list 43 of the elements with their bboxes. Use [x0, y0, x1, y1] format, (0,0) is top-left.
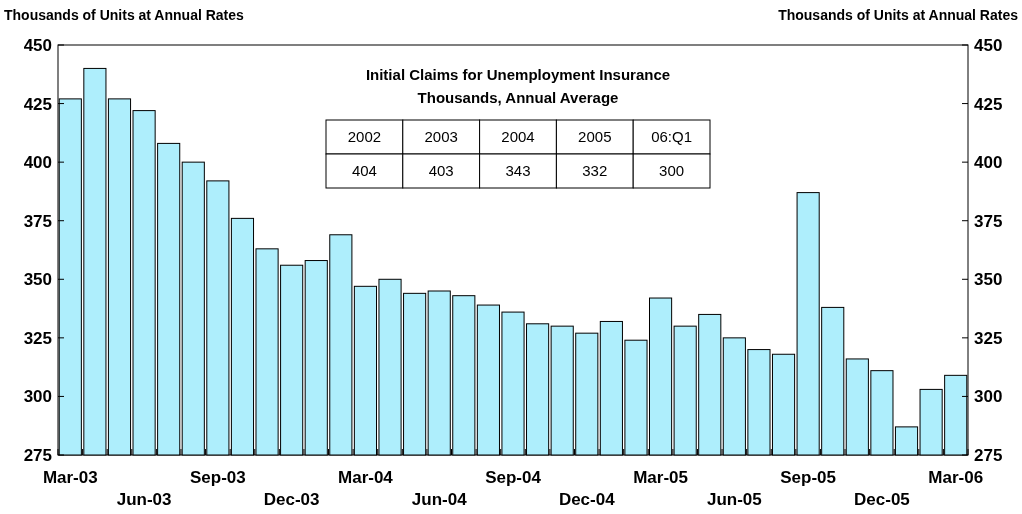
- x-tick-label: Mar-06: [928, 468, 984, 487]
- x-tick-label: Sep-05: [780, 468, 837, 487]
- annotation: 06:Q1: [651, 128, 693, 146]
- x-tick-label: Dec-04: [558, 490, 616, 509]
- annotation: Thousands, Annual Average: [417, 89, 619, 106]
- annotation: 343: [505, 162, 531, 180]
- annotation: 2005: [578, 128, 612, 146]
- y2-tick-label: 300: [974, 387, 1003, 407]
- y-tick-label: 325: [23, 328, 52, 348]
- y-tick-label: 425: [23, 94, 52, 114]
- annotation: 404: [351, 162, 377, 180]
- y2-tick-label: 400: [974, 153, 1003, 173]
- x-tick-label: Mar-03: [42, 468, 98, 487]
- y-tick-label: 350: [23, 270, 52, 290]
- annotation: Initial Claims for Unemployment Insurance: [365, 66, 671, 83]
- y2-tick-label: 325: [974, 328, 1003, 348]
- x-tick-label: Sep-04: [485, 468, 542, 487]
- y-axis-title: Thousands of Units at Annual Rates: [4, 7, 245, 23]
- y-tick-label: 300: [23, 387, 52, 407]
- y2-axis-title: Thousands of Units at Annual Rates: [778, 7, 1019, 23]
- x-tick-label: Mar-05: [633, 468, 688, 487]
- y-tick-label: 275: [23, 445, 52, 465]
- annotation: 403: [428, 162, 454, 180]
- y-tick-label: 450: [23, 35, 52, 55]
- annotation: 2003: [424, 128, 458, 146]
- annotation: 300: [659, 162, 685, 180]
- y2-tick-label: 350: [974, 270, 1003, 290]
- y2-tick-label: 375: [974, 211, 1003, 231]
- annotation: 2002: [347, 128, 382, 146]
- x-tick-label: Jun-04: [411, 490, 468, 509]
- y2-tick-label: 275: [974, 445, 1003, 465]
- annotation: 2004: [501, 128, 535, 146]
- y-tick-label: 400: [23, 153, 52, 173]
- x-tick-label: Jun-05: [706, 490, 762, 509]
- annotation: 332: [582, 162, 608, 180]
- x-tick-label: Mar-04: [338, 468, 394, 487]
- x-tick-label: Dec-03: [263, 490, 320, 509]
- x-tick-label: Sep-03: [189, 468, 246, 487]
- y2-tick-label: 425: [974, 94, 1003, 114]
- x-tick-label: Dec-05: [854, 490, 910, 509]
- y2-tick-label: 450: [974, 35, 1003, 55]
- x-tick-label: Jun-03: [116, 490, 172, 509]
- y-tick-label: 375: [23, 211, 52, 231]
